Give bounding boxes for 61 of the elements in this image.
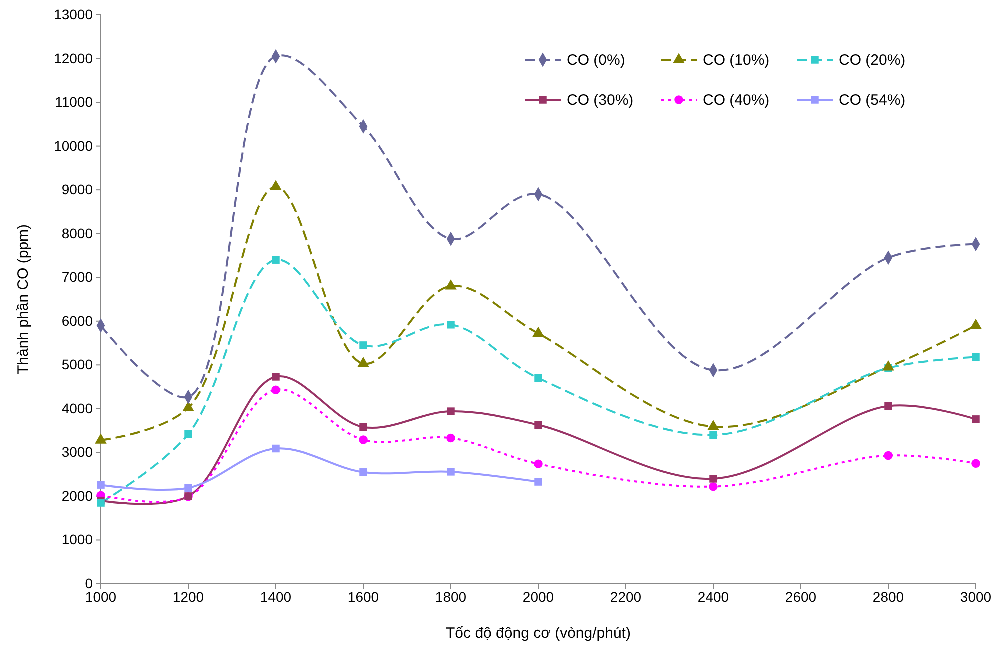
point xyxy=(97,481,105,489)
point xyxy=(972,353,980,362)
legend-label: CO (54%) xyxy=(839,92,906,109)
y-tick-label: 1000 xyxy=(62,532,94,548)
y-tick-label: 7000 xyxy=(62,269,94,286)
point xyxy=(447,321,455,329)
x-tick-label: 1600 xyxy=(348,588,380,605)
y-tick-label: 6000 xyxy=(62,312,94,329)
point xyxy=(272,256,280,264)
point xyxy=(534,478,542,486)
point xyxy=(884,402,892,410)
x-tick-label: 1800 xyxy=(435,588,467,605)
point xyxy=(97,499,105,507)
point xyxy=(272,373,280,381)
point xyxy=(272,386,280,394)
point xyxy=(534,374,542,382)
point xyxy=(447,468,455,476)
legend-label: CO (30%) xyxy=(567,92,634,109)
x-tick-label: 2000 xyxy=(522,588,554,605)
point xyxy=(184,484,192,492)
y-tick-label: 0 xyxy=(85,575,94,592)
y-tick-label: 9000 xyxy=(62,182,94,198)
y-tick-label: 3000 xyxy=(62,444,94,460)
point xyxy=(709,482,718,492)
x-tick-label: 1000 xyxy=(85,588,117,605)
y-tick-label: 11000 xyxy=(55,94,94,110)
x-tick-label: 1200 xyxy=(172,588,204,605)
point xyxy=(447,408,455,416)
y-tick-label: 4000 xyxy=(62,400,94,416)
x-tick-label: 2200 xyxy=(610,588,642,605)
point xyxy=(972,416,980,424)
point xyxy=(972,459,980,468)
point xyxy=(534,421,542,429)
point xyxy=(534,460,543,468)
x-tick-label: 2800 xyxy=(872,588,904,605)
y-tick-label: 8000 xyxy=(62,225,94,242)
y-axis-title: Thành phần CO (ppm) xyxy=(15,224,32,375)
point xyxy=(359,436,368,444)
point xyxy=(360,423,368,432)
point xyxy=(710,475,718,483)
x-tick-label: 3000 xyxy=(960,588,992,605)
y-tick-label: 5000 xyxy=(62,356,94,373)
y-tick-label: 12000 xyxy=(54,50,94,66)
point xyxy=(710,431,718,440)
point xyxy=(884,451,893,460)
legend-label: CO (10%) xyxy=(703,52,770,69)
point xyxy=(272,444,280,453)
x-tick-label: 1400 xyxy=(260,588,292,605)
y-tick-label: 13000 xyxy=(54,6,94,22)
legend-label: CO (0%) xyxy=(567,52,626,69)
point xyxy=(360,342,368,350)
legend-label: CO (20%) xyxy=(839,52,906,69)
x-tick-label: 2600 xyxy=(785,588,817,605)
y-tick-label: 2000 xyxy=(62,488,94,504)
point xyxy=(184,430,192,438)
point xyxy=(446,434,456,443)
x-tick-label: 2400 xyxy=(698,588,730,605)
y-tick-label: 10000 xyxy=(54,138,94,154)
x-axis-title: Tốc độ động cơ (vòng/phút) xyxy=(446,625,631,642)
legend-label: CO (40%) xyxy=(703,92,770,109)
point xyxy=(360,468,368,476)
